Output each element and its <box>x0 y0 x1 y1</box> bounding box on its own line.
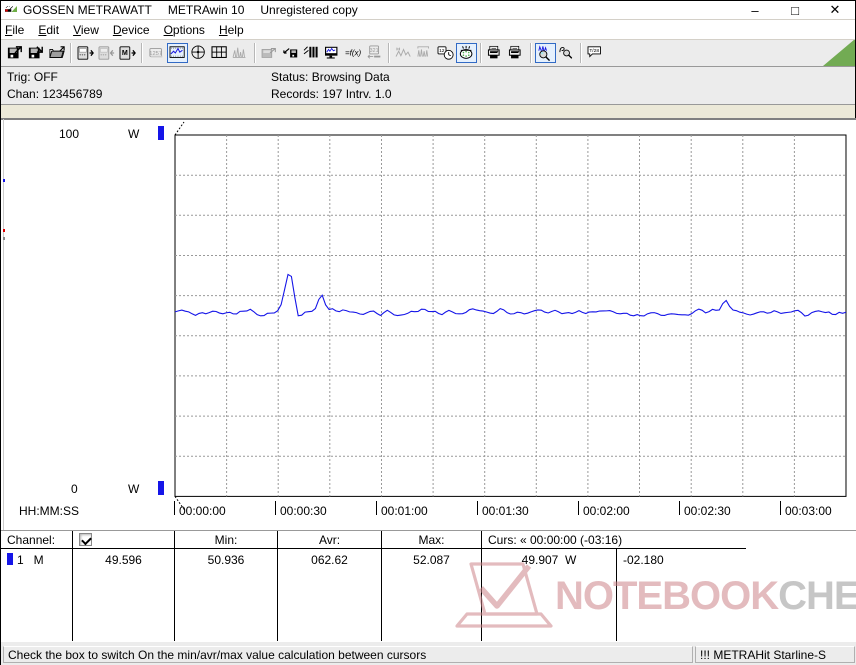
svg-text:=f(x): =f(x) <box>345 49 362 58</box>
svg-text:12: 12 <box>439 48 445 54</box>
svg-text:321: 321 <box>369 48 378 54</box>
svg-text:M: M <box>121 49 127 57</box>
svg-text:T/28: T/28 <box>589 48 599 54</box>
